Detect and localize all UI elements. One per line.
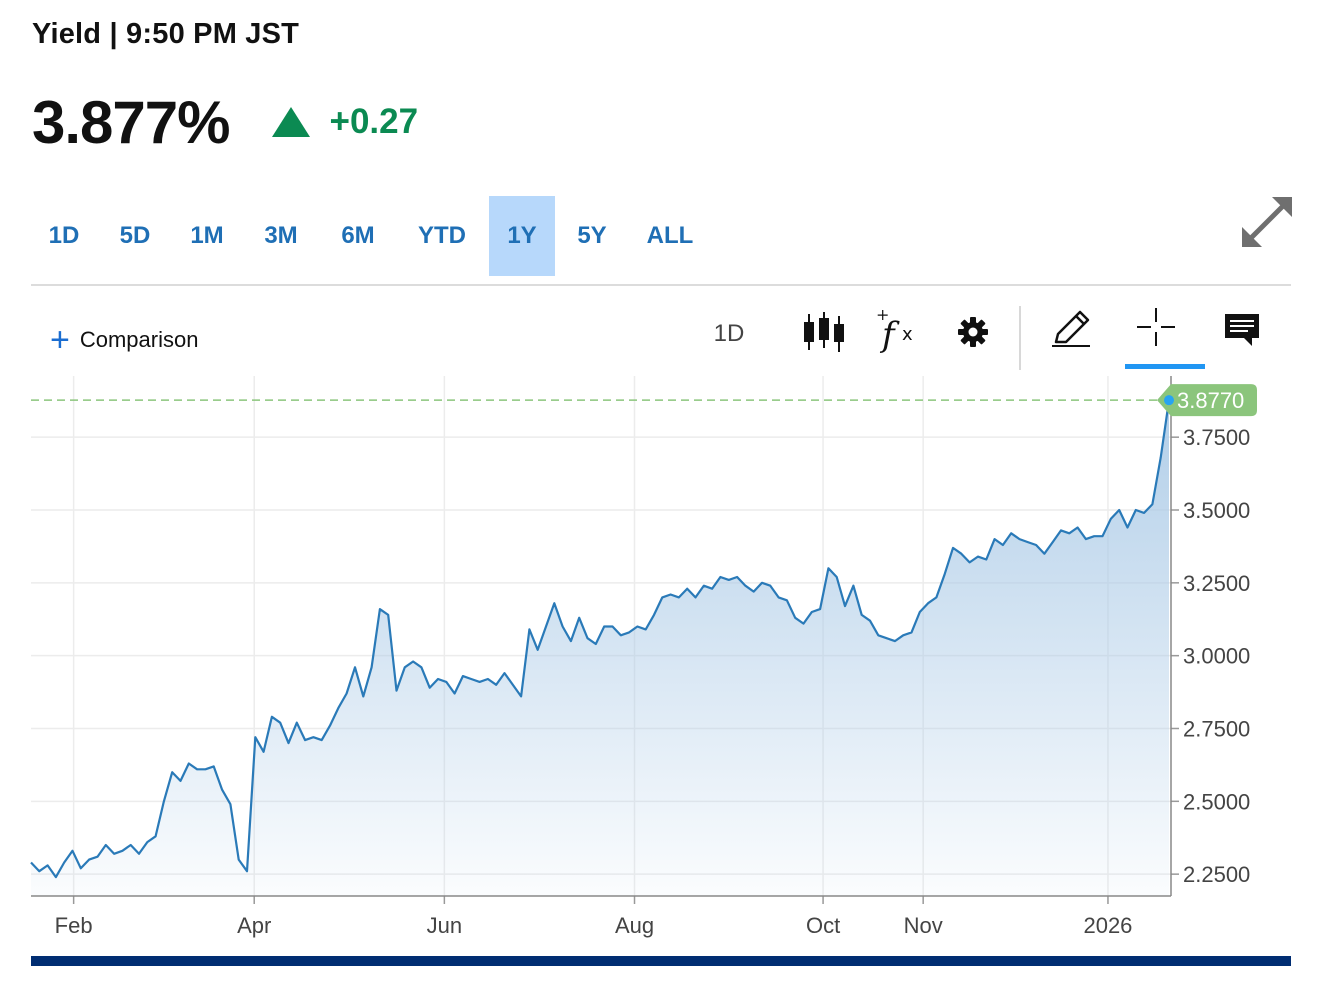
y-tick-label: 3.0000 (1183, 644, 1250, 669)
svg-text:f: f (879, 315, 900, 355)
range-5y[interactable]: 5Y (577, 222, 607, 249)
range-1y[interactable]: 1Y (489, 196, 555, 276)
range-selector: 1D 5D 1M 3M 6M YTD 1Y 5Y ALL (31, 196, 711, 276)
y-tick-label: 3.7500 (1183, 425, 1250, 450)
x-tick-label: Aug (615, 913, 654, 938)
y-tick-label: 2.7500 (1183, 716, 1250, 741)
bottom-accent-bar (31, 956, 1291, 966)
range-5d[interactable]: 5D (119, 222, 151, 249)
range-1d[interactable]: 1D (48, 222, 80, 249)
x-tick-label: Apr (237, 913, 271, 938)
expand-icon[interactable] (1240, 195, 1294, 249)
x-tick-label: Jun (427, 913, 462, 938)
range-6m[interactable]: 6M (341, 222, 375, 249)
comparison-button[interactable]: + Comparison (50, 322, 198, 358)
x-tick-label: 2026 (1083, 913, 1132, 938)
comment-icon[interactable] (1222, 310, 1262, 350)
svg-text:+: + (876, 308, 889, 324)
gear-icon[interactable] (955, 314, 991, 350)
series-line (30, 400, 1171, 879)
x-tick-label: Oct (806, 913, 840, 938)
series-area (31, 400, 1169, 896)
crosshair-icon[interactable] (1135, 306, 1177, 348)
x-tick-label: Nov (904, 913, 943, 938)
range-ytd[interactable]: YTD (418, 222, 466, 249)
range-1m[interactable]: 1M (190, 222, 224, 249)
price-row: 3.877% +0.27 (32, 84, 418, 160)
up-arrow-icon (271, 107, 310, 137)
yield-price: 3.877% (32, 88, 230, 156)
candlestick-icon[interactable] (802, 310, 846, 354)
yield-chart[interactable]: 2.2500 2.5000 2.7500 3.0000 3.2500 3.5000 3.75… (0, 370, 1330, 960)
x-tick-label: Feb (55, 913, 93, 938)
pencil-icon[interactable] (1050, 308, 1094, 350)
range-3m[interactable]: 3M (264, 222, 298, 249)
last-value-label: 3.8770 (1177, 388, 1244, 413)
quote-title: Yield | 9:50 PM JST (32, 18, 300, 50)
y-tick-label: 2.2500 (1183, 862, 1250, 887)
y-tick-label: 3.2500 (1183, 571, 1250, 596)
plus-icon: + (50, 321, 70, 359)
price-change: +0.27 (329, 102, 419, 141)
range-all[interactable]: ALL (646, 222, 694, 249)
active-tool-indicator (1125, 364, 1205, 369)
comparison-label: Comparison (79, 327, 199, 352)
last-value-badge (1157, 384, 1257, 417)
y-tick-label: 2.5000 (1183, 789, 1250, 814)
svg-text:x: x (902, 324, 913, 345)
interval-selector[interactable]: 1D (713, 320, 745, 347)
y-tick-label: 3.5000 (1183, 498, 1250, 523)
last-value-dot (1164, 395, 1174, 406)
function-icon[interactable]: + f x (876, 308, 920, 356)
section-divider (31, 284, 1291, 286)
toolbar-divider (1019, 306, 1021, 370)
